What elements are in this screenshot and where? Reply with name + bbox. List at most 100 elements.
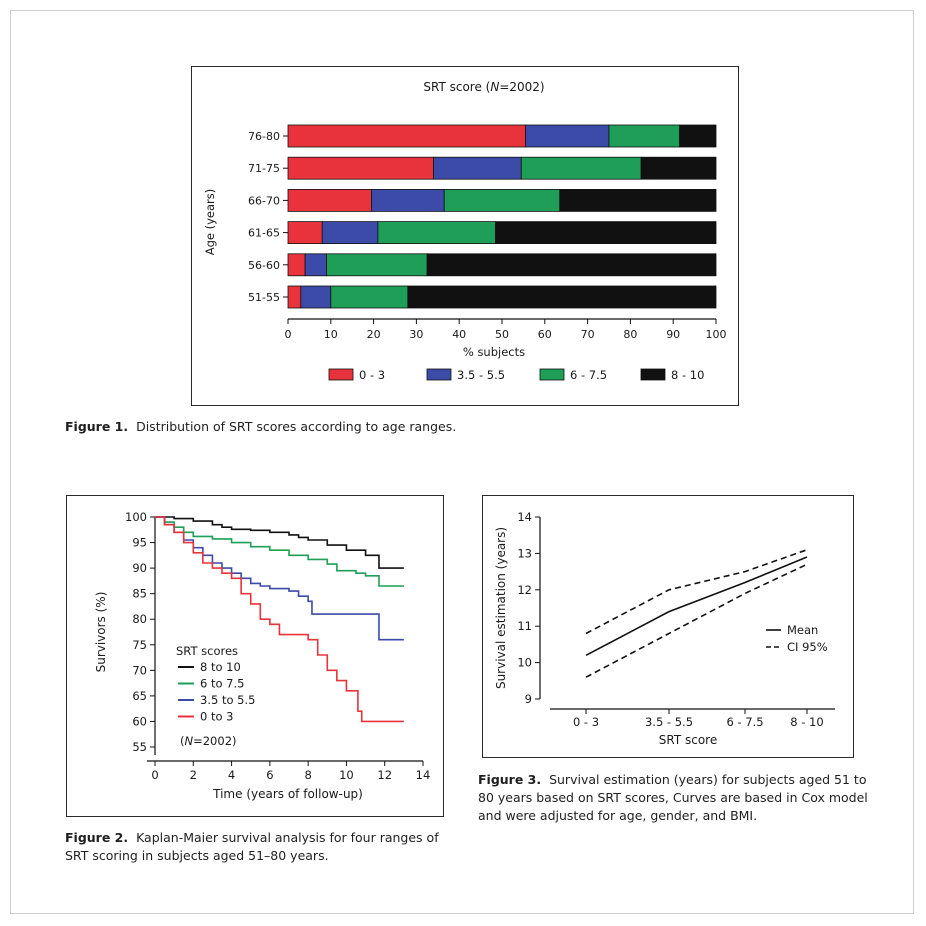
bar-segment <box>287 124 526 148</box>
y-tick-label: 66-70 <box>248 194 280 207</box>
bar-segment <box>377 221 496 245</box>
x-axis-label: % subjects <box>463 345 525 359</box>
figure-2-caption: Figure 2. Kaplan-Maier survival analysis… <box>65 829 465 865</box>
bar-segment <box>287 156 434 180</box>
figure-2-panel: 55 60 65 70 75 80 85 90 95 100 0 2 4 6 8 10 12 14 Time (ye… <box>66 495 444 817</box>
ci-curve <box>585 563 808 678</box>
x-tick-label: 6 - 7.5 <box>726 715 763 729</box>
survival-curve <box>155 516 404 641</box>
bar-segment <box>433 156 522 180</box>
figure-1-panel: SRT score (N=2002) 76-80 71-75 66-70 61-65 56… <box>191 66 739 406</box>
survival-curve <box>155 516 404 723</box>
bar-segment <box>326 253 428 277</box>
y-tick-label: 80 <box>132 612 147 626</box>
x-tick-label: 0 - 3 <box>573 715 599 729</box>
y-tick-label: 10 <box>517 656 532 670</box>
y-axis-label: Age (years) <box>203 189 217 256</box>
legend-label: 3.5 - 5.5 <box>457 368 505 382</box>
x-tick-label: 50 <box>495 328 509 341</box>
legend-label: 6 - 7.5 <box>570 368 607 382</box>
x-tick-label: 20 <box>367 328 381 341</box>
y-tick-label: 11 <box>517 619 532 633</box>
x-tick-label: 8 - 10 <box>790 715 823 729</box>
y-tick-label: 95 <box>132 536 147 550</box>
bar-segment <box>407 285 717 309</box>
survival-curve <box>155 516 404 569</box>
y-tick-label: 61-65 <box>248 227 280 240</box>
legend-label: 3.5 to 5.5 <box>200 693 255 707</box>
y-tick-label: 70 <box>132 663 147 677</box>
x-tick-label: 6 <box>266 768 273 782</box>
x-tick-label: 0 <box>151 768 158 782</box>
figure-3-caption: Figure 3. Survival estimation (years) fo… <box>478 771 868 825</box>
y-tick-label: 9 <box>525 692 532 706</box>
y-tick-label: 71-75 <box>248 162 280 175</box>
x-tick-label: 3.5 - 5.5 <box>645 715 693 729</box>
x-tick-label: 14 <box>416 768 431 782</box>
legend-label: Mean <box>787 623 818 637</box>
x-tick-label: 40 <box>452 328 466 341</box>
legend-swatch <box>426 368 452 381</box>
bar-segment <box>443 189 561 212</box>
chart-title: SRT score (N=2002) <box>423 80 544 94</box>
figure-3-caption-label: Figure 3. <box>478 772 542 787</box>
x-tick-label: 10 <box>339 768 354 782</box>
legend-label: 0 to 3 <box>200 710 234 724</box>
ci-curve <box>585 549 808 635</box>
bar-segment <box>640 156 717 180</box>
y-tick-label: 55 <box>132 740 147 754</box>
bar-segment <box>287 221 323 245</box>
figure-1-caption-text: Distribution of SRT scores according to … <box>136 419 457 434</box>
y-tick-label: 13 <box>517 546 532 560</box>
legend-swatch <box>539 368 565 381</box>
legend-swatch <box>328 368 354 381</box>
y-tick-label: 65 <box>132 689 147 703</box>
legend-title: SRT scores <box>176 644 238 658</box>
bar-segment <box>679 124 717 148</box>
bar-segment <box>495 221 717 245</box>
x-tick-label: 60 <box>538 328 552 341</box>
x-tick-label: 70 <box>581 328 595 341</box>
legend-label: 6 to 7.5 <box>200 677 244 691</box>
bar-segment <box>520 156 642 180</box>
figure-1-chart: SRT score (N=2002) 76-80 71-75 66-70 61-65 56… <box>203 80 727 382</box>
y-axis-label: Survivors (%) <box>94 592 108 673</box>
x-tick-label: 8 <box>304 768 311 782</box>
y-tick-label: 60 <box>132 714 147 728</box>
x-tick-label: 12 <box>377 768 392 782</box>
y-tick-label: 14 <box>517 510 532 524</box>
figure-2-caption-text: Kaplan-Maier survival analysis for four … <box>65 830 439 863</box>
y-tick-label: 75 <box>132 638 147 652</box>
legend-label: CI 95% <box>787 640 828 654</box>
x-axis-label: SRT score <box>659 733 717 747</box>
bar-segment <box>287 253 306 277</box>
bar-segment <box>287 285 302 309</box>
bar-segment <box>287 189 372 212</box>
page-frame <box>10 10 914 914</box>
figure-2-caption-label: Figure 2. <box>65 830 129 845</box>
y-axis-label: Survival estimation (years) <box>494 527 508 689</box>
bar-segment <box>321 221 379 245</box>
bar-segment <box>304 253 327 277</box>
mean-curve <box>585 556 808 657</box>
x-axis-label: Time (years of follow-up) <box>212 787 363 801</box>
figure-3-chart: 9 10 11 12 13 14 0 - 3 3.5 - 5.5 6 - 7.5 8 - 10 SR… <box>494 510 835 747</box>
bar-segment <box>559 189 717 212</box>
bar-segment <box>525 124 610 148</box>
x-tick-label: 80 <box>623 328 637 341</box>
x-tick-label: 4 <box>228 768 235 782</box>
bar-segment <box>426 253 717 277</box>
y-tick-label: 56-60 <box>248 259 280 272</box>
figure-1-caption: Figure 1. Distribution of SRT scores acc… <box>65 418 865 436</box>
figure-3-panel: 9 10 11 12 13 14 0 - 3 3.5 - 5.5 6 - 7.5 8 - 10 SR… <box>482 495 854 758</box>
legend-label: 8 - 10 <box>671 368 704 382</box>
bar-segment <box>300 285 332 309</box>
x-tick-label: 100 <box>706 328 727 341</box>
figure-2-chart: 55 60 65 70 75 80 85 90 95 100 0 2 4 6 8 10 12 14 Time (ye… <box>94 510 431 801</box>
figure-1-caption-label: Figure 1. <box>65 419 129 434</box>
y-tick-label: 76-80 <box>248 130 280 143</box>
legend-swatch <box>640 368 666 381</box>
legend-label: 0 - 3 <box>359 368 385 382</box>
y-tick-label: 51-55 <box>248 291 280 304</box>
bar-segment <box>330 285 409 309</box>
